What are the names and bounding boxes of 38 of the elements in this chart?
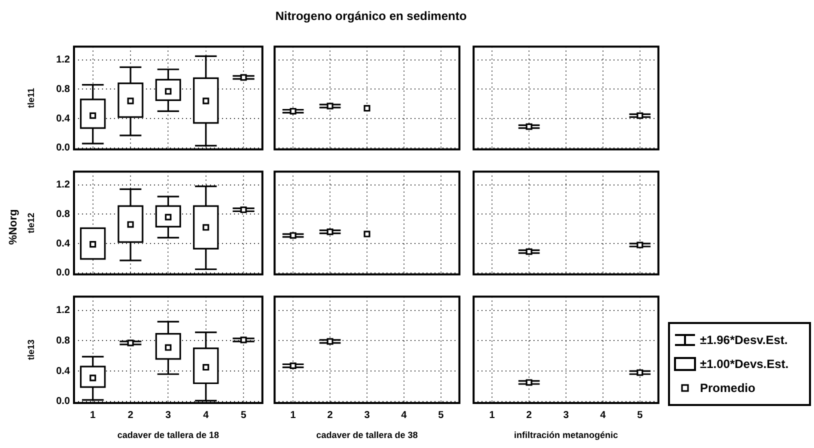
x-tick-label: 2 <box>526 410 533 422</box>
x-tick-label: 1 <box>90 410 96 422</box>
x-tick-label: 1 <box>290 410 297 422</box>
y-tick-label: 0.0 <box>56 396 70 408</box>
chart-title: Nitrogeno orgánico en sedimento <box>274 9 468 23</box>
x-tick-label: 1 <box>490 410 496 422</box>
y-tick-label: 0.4 <box>56 366 70 378</box>
y-axis-title: tle11 <box>26 88 36 108</box>
x-tick-label: 2 <box>128 410 134 422</box>
y-axis-title: tle12 <box>26 213 36 234</box>
text: %Norg <box>8 209 20 245</box>
text: ±1.00*Devs.Est. <box>700 357 789 371</box>
y-tick-label: 0.8 <box>56 84 70 96</box>
y-tick-label: 1.2 <box>56 305 70 316</box>
x-axis-title: infiltración metanogénic <box>514 430 618 440</box>
x-tick-label: 4 <box>203 410 210 422</box>
x-tick-label: 4 <box>402 410 408 422</box>
y-tick-label: 0.0 <box>56 268 70 280</box>
y-tick-label: 0.0 <box>56 143 70 154</box>
y-tick-label: 0.8 <box>56 209 70 220</box>
y-axis-title: tle13 <box>26 340 36 360</box>
x-tick-label: 4 <box>600 410 607 422</box>
x-tick-label: 2 <box>328 410 334 422</box>
x-tick-label: 5 <box>638 410 644 422</box>
x-tick-label: 5 <box>240 410 247 422</box>
y-tick-label: 0.8 <box>56 336 70 347</box>
y-tick-label: 1.2 <box>56 180 70 191</box>
x-tick-label: 3 <box>564 410 570 422</box>
x-axis-title: cadaver de tallera de 38 <box>316 430 418 440</box>
y-tick-label: 0.4 <box>56 238 70 250</box>
text: ±1.96*Desv.Est. <box>700 333 788 347</box>
y-tick-label: 0.4 <box>56 114 70 125</box>
y-tick-label: 1.2 <box>56 54 70 66</box>
text: Promedio <box>700 381 756 395</box>
x-tick-label: 3 <box>165 410 172 422</box>
x-axis-title: cadaver de tallera de 18 <box>117 430 219 440</box>
x-tick-label: 3 <box>364 410 371 422</box>
x-tick-label: 5 <box>438 410 445 422</box>
